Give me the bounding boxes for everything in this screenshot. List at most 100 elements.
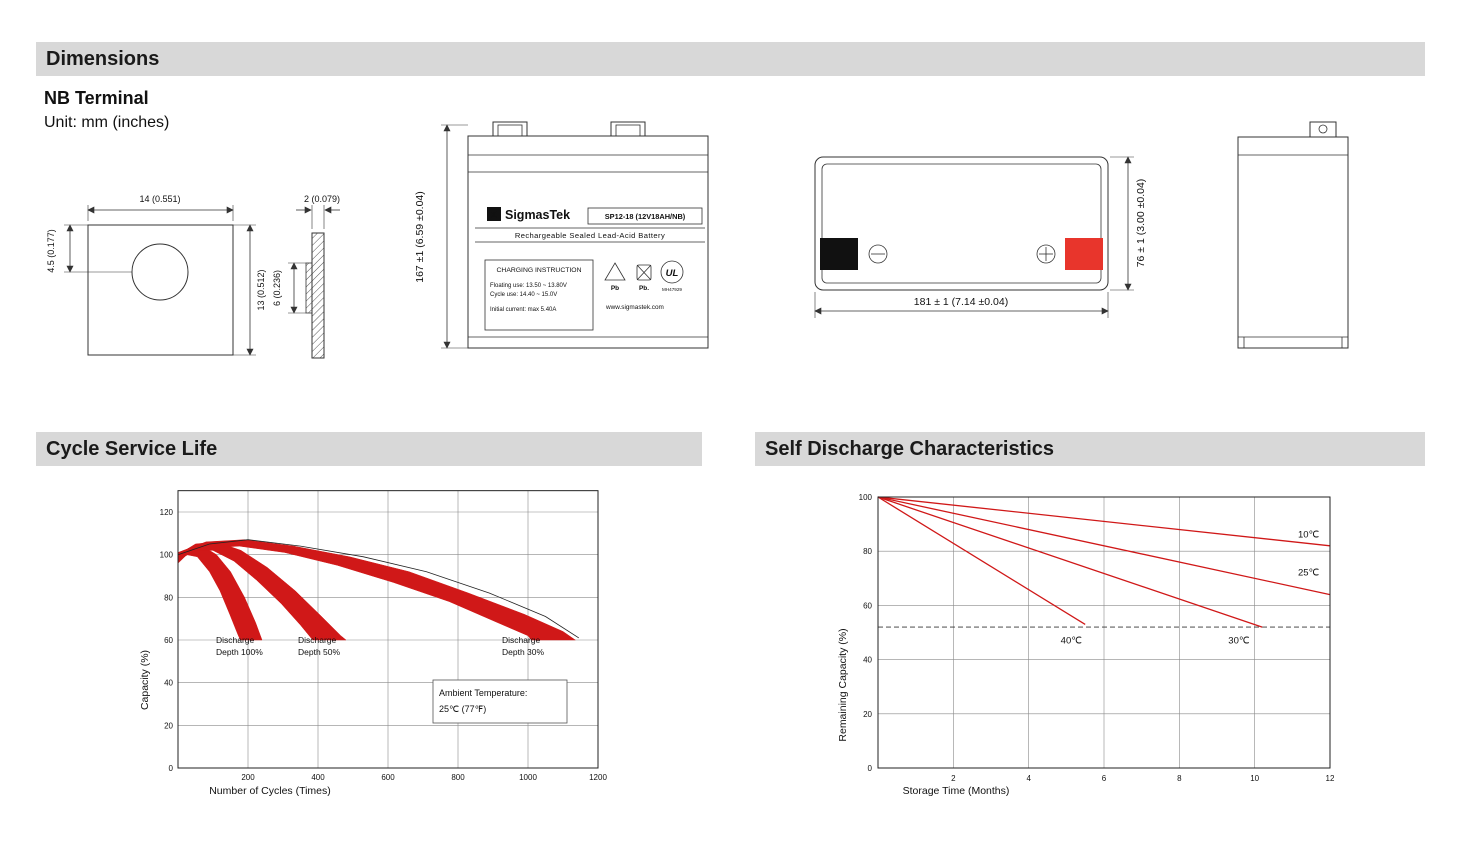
top-width-dimension: 181 ± 1 (7.14 ±0.04) — [814, 292, 1109, 318]
temperature-line-label: 10℃ — [1298, 530, 1320, 541]
terminal-thickness-label: 2 (0.079) — [304, 194, 340, 204]
discharge-depth-label: Depth 30% — [502, 647, 544, 657]
cycle-tick-labels: 0 20 40 60 80 100 120 200 400 600 800 1000 1200 — [160, 508, 608, 782]
discharge-depth-label: Depth 50% — [298, 647, 340, 657]
discharge-depth-label: Discharge — [298, 635, 337, 645]
temperature-line-25 — [877, 496, 1331, 596]
cycle-ytick-label: 120 — [160, 508, 174, 517]
cycle-xtick-label: 200 — [241, 773, 255, 782]
temperature-line-label: 40℃ — [1061, 635, 1083, 646]
front-height-dimension: 167 ±1 (6.59 ±0.04) — [414, 124, 468, 349]
charging-instruction-box: CHARGING INSTRUCTION Floating use: 13.50… — [484, 259, 594, 331]
nb-terminal-heading: NB Terminal — [44, 88, 149, 108]
cycle-xtick-label: 800 — [451, 773, 465, 782]
front-height-label: 167 ±1 (6.59 ±0.04) — [414, 191, 426, 283]
temperature-line-40 — [877, 496, 1086, 625]
section-title-self-discharge: Self Discharge Characteristics — [765, 437, 1055, 460]
terminal-drawing: 14 (0.551) 4.5 (0.177) 13 (0.512) 2 (0.0… — [46, 194, 340, 359]
negative-terminal-block — [820, 238, 858, 270]
cycle-ytick-label: 0 — [169, 764, 174, 773]
terminal-width-dimension: 14 (0.551) — [87, 194, 234, 221]
ul-text: UL — [666, 268, 679, 279]
self-ytick-label: 40 — [863, 656, 872, 665]
section-header-self-discharge: Self Discharge Characteristics — [755, 432, 1425, 466]
charging-line2: Cycle use: 14.40 ~ 15.0V — [490, 292, 557, 298]
cycle-ylabel: Capacity (%) — [139, 650, 151, 710]
self-xtick-label: 12 — [1326, 774, 1335, 783]
terminal-width-label: 14 (0.551) — [139, 194, 180, 204]
self-ytick-label: 100 — [859, 493, 873, 502]
terminal-mid-label: 6 (0.236) — [272, 270, 282, 306]
sigma-logo-icon — [487, 207, 501, 221]
terminal-front-face — [87, 224, 234, 356]
self-ytick-label: 20 — [863, 710, 872, 719]
front-label-area: Σ SigmasTek SP12-18 (12V18AH/NB) Recharg… — [475, 207, 705, 243]
temperature-line-30 — [877, 496, 1263, 628]
ambient-note-text: 25℃ (77℉) — [439, 704, 486, 714]
cycle-life-chart: 0 20 40 60 80 100 120 200 400 600 800 1000 1200 Disch… — [139, 490, 608, 797]
minus-terminal-icon — [868, 244, 888, 264]
self-ylabel: Remaining Capacity (%) — [837, 628, 849, 741]
ul-mark-icon: UL — [660, 260, 684, 284]
terminal-thickness-dimension: 2 (0.079) — [296, 194, 340, 229]
self-ytick-label: 80 — [863, 547, 872, 556]
terminal-hole-offset-dimension: 4.5 (0.177) — [46, 224, 132, 273]
self-ytick-label: 60 — [863, 601, 872, 610]
cycle-ytick-label: 60 — [164, 636, 173, 645]
certification-marks: Pb Pb. UL MH47929 www.sigmastek.com — [604, 260, 684, 311]
brand-text: SigmasTek — [505, 208, 570, 222]
section-title-cycle-life: Cycle Service Life — [46, 437, 218, 460]
cycle-xtick-label: 1000 — [519, 773, 537, 782]
self-gridlines — [878, 497, 1330, 768]
crossed-bin-pb-icon — [636, 264, 652, 281]
top-depth-label: 76 ± 1 (3.00 ±0.04) — [1135, 179, 1147, 268]
temperature-line-label: 30℃ — [1228, 635, 1250, 646]
cycle-life-plot: 0 20 40 60 80 100 120 200 400 600 800 1000 1200 Disch… — [139, 490, 608, 797]
self-xtick-label: 4 — [1026, 774, 1031, 783]
model-text: SP12-18 (12V18AH/NB) — [605, 212, 686, 221]
side-view-outline — [1237, 121, 1349, 349]
section-header-dimensions: Dimensions — [36, 42, 1425, 76]
cycle-xtick-label: 1200 — [589, 773, 607, 782]
discharge-depth-label: Discharge — [502, 635, 541, 645]
cycle-plot-border — [177, 490, 599, 769]
self-discharge-plot: 10℃ 25℃ 40℃ 30℃ 0 20 40 60 80 100 2 4 6 8 10 12 Remainin… — [837, 493, 1335, 797]
temperature-line-label: 25℃ — [1298, 568, 1320, 579]
charging-title: CHARGING INSTRUCTION — [497, 267, 582, 274]
cycle-ytick-label: 100 — [160, 551, 174, 560]
self-tick-labels: 0 20 40 60 80 100 2 4 6 8 10 12 — [859, 493, 1335, 783]
temperature-line-10 — [877, 496, 1331, 547]
terminal-height-dimension: 13 (0.512) — [233, 224, 266, 356]
self-xtick-label: 10 — [1250, 774, 1259, 783]
ambient-note-text: Ambient Temperature: — [439, 688, 527, 698]
self-ytick-label: 0 — [868, 764, 873, 773]
cycle-xlabel: Number of Cycles (Times) — [209, 785, 331, 797]
side-terminal — [1309, 121, 1337, 138]
battery-side-view — [1237, 121, 1349, 349]
positive-terminal-block — [1065, 238, 1103, 270]
pb2-text: Pb. — [639, 285, 649, 292]
subtitle-text: Rechargeable Sealed Lead-Acid Battery — [515, 231, 665, 240]
top-depth-dimension: 76 ± 1 (3.00 ±0.04) — [1110, 156, 1147, 291]
terminal-side-section — [305, 232, 325, 359]
cycle-ytick-label: 40 — [164, 679, 173, 688]
capacity-band-discharge-depth-100- — [177, 545, 263, 641]
cycle-xtick-label: 400 — [311, 773, 325, 782]
self-xtick-label: 6 — [1102, 774, 1107, 783]
terminal-mid-dimension: 6 (0.236) — [272, 262, 306, 314]
unit-note: Unit: mm (inches) — [44, 114, 170, 131]
top-view-outline — [814, 156, 1109, 291]
sigma-glyph: Σ — [491, 210, 497, 221]
ul-code-text: MH47929 — [662, 287, 682, 292]
plus-terminal-icon — [1036, 244, 1056, 264]
terminal-hole-offset-label: 4.5 (0.177) — [46, 229, 56, 273]
capacity-band-discharge-depth-30- — [177, 539, 577, 641]
pb1-text: Pb — [611, 285, 619, 292]
self-xlabel: Storage Time (Months) — [903, 785, 1010, 797]
self-xtick-label: 8 — [1177, 774, 1182, 783]
envelope-curve — [177, 539, 580, 639]
self-plot-border — [877, 496, 1331, 769]
website-text: www.sigmastek.com — [605, 304, 664, 311]
terminal-height-label: 13 (0.512) — [256, 269, 266, 310]
